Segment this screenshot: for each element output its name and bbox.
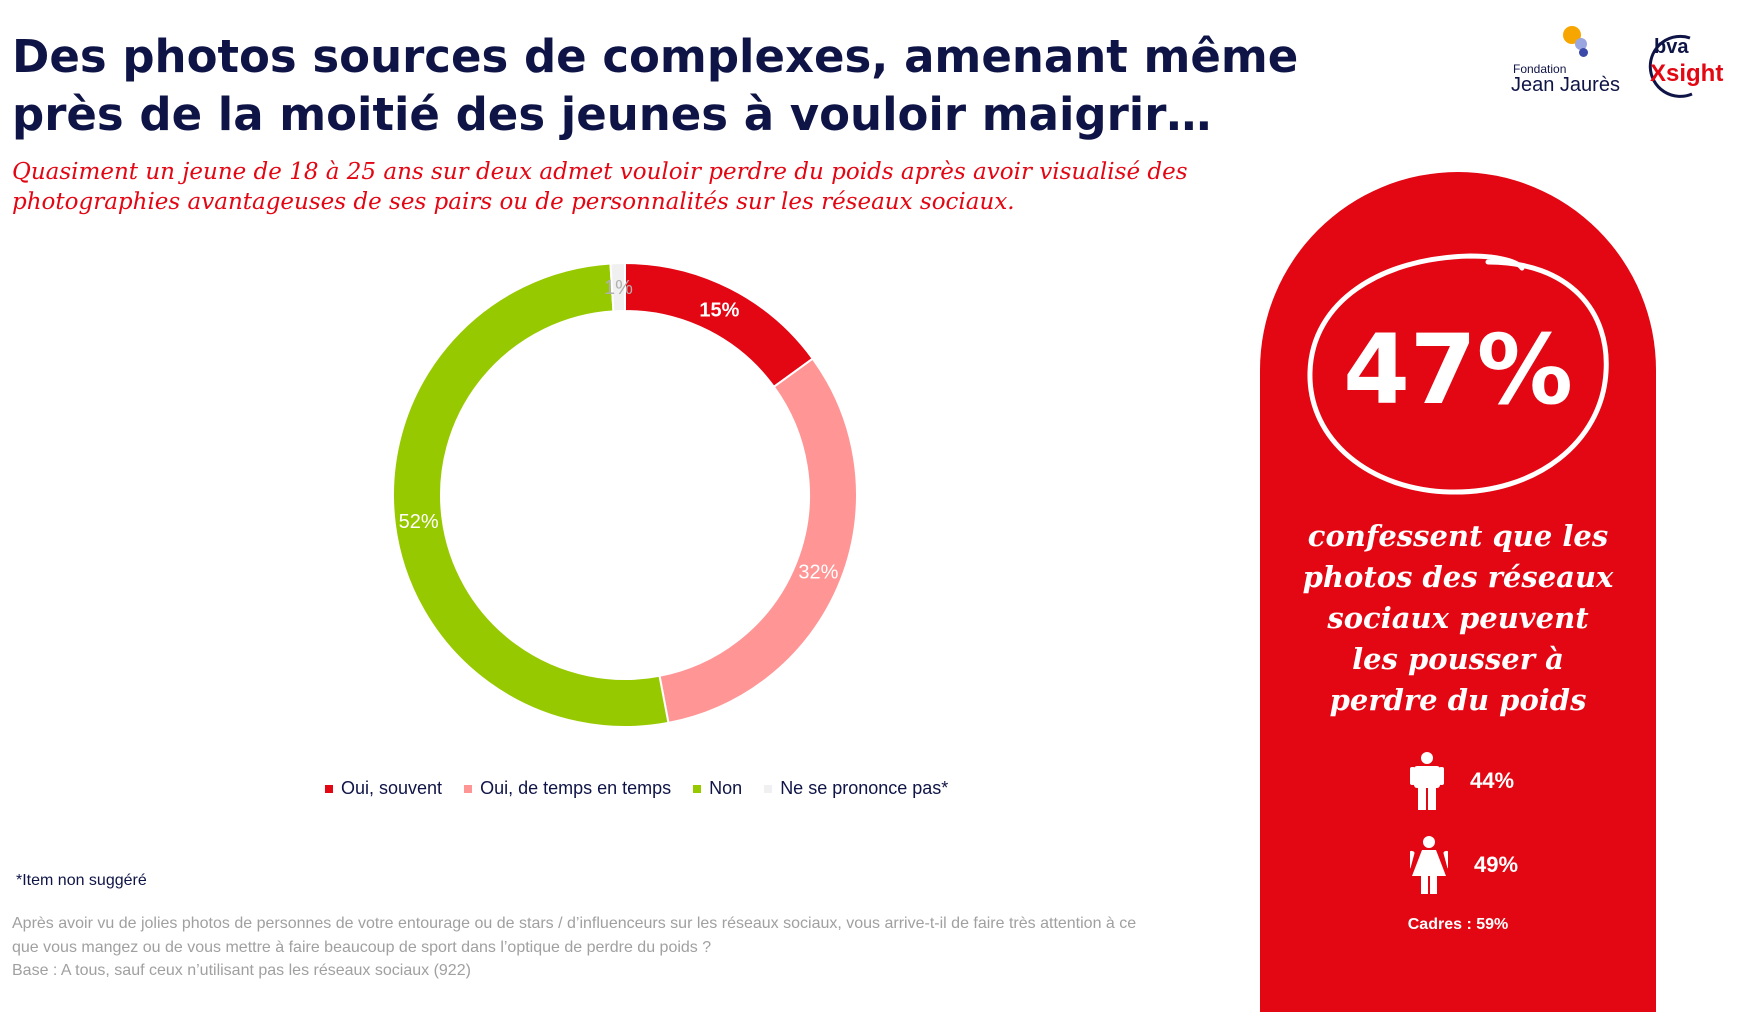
slice-nsp <box>609 261 626 313</box>
legend-swatch-oui-souvent <box>325 784 333 793</box>
highlight-panel: 47% confessent que les photos des réseau… <box>1260 172 1656 1012</box>
donut-chart: 15% 32% 52% 1% <box>392 261 858 728</box>
logo-fondation-text: Fondation <box>1513 62 1567 76</box>
logo-bva-text: bva <box>1654 36 1689 58</box>
cadres-stat: Cadres : 59% <box>1407 916 1509 933</box>
page-subtitle: Quasiment un jeune de 18 à 25 ans sur de… <box>12 159 1188 215</box>
legend-swatch-oui-temps <box>464 784 473 793</box>
men-value: 44% <box>1470 768 1515 793</box>
legend-swatch-non <box>693 784 702 793</box>
woman-icon <box>1410 836 1448 894</box>
slice-oui-temps <box>658 357 858 725</box>
legend-label: Ne se prononce pas* <box>780 778 949 798</box>
highlight-text: confessent que les photos des réseaux so… <box>1302 519 1614 717</box>
fondation-jean-jaures-logo: Fondation Jean Jaurès <box>1505 24 1625 100</box>
man-icon <box>1410 752 1444 810</box>
legend-item-nsp: Ne se prononce pas* <box>764 778 948 799</box>
footnote-item-non-suggere: *Item non suggéré <box>16 872 147 889</box>
survey-base: Base : A tous, sauf ceux n’utilisant pas… <box>12 962 471 979</box>
slice-nsp-label: 1% <box>604 277 633 299</box>
highlight-percentage: 47% <box>1343 314 1573 426</box>
hand-drawn-circle <box>1307 253 1609 495</box>
logo-xsight-text: Xsight <box>1650 60 1724 87</box>
legend-label: Oui, souvent <box>341 778 443 798</box>
legend-label: Non <box>709 778 743 798</box>
legend-item-oui-souvent: Oui, souvent <box>325 778 442 799</box>
slice-non-label: 52% <box>399 511 439 533</box>
slice-non <box>392 262 670 728</box>
legend-swatch-nsp <box>764 784 773 793</box>
survey-question: Après avoir vu de jolies photos de perso… <box>12 915 1137 956</box>
slice-oui-souvent-label: 15% <box>699 300 739 322</box>
legend-label: Oui, de temps en temps <box>480 778 672 798</box>
men-stat: 44% <box>1410 752 1514 810</box>
slice-oui-temps-label: 32% <box>798 562 838 584</box>
page-title: Des photos sources de complexes, amenant… <box>12 30 1299 141</box>
legend-item-non: Non <box>693 778 742 799</box>
chart-legend: Oui, souvent Oui, de temps en temps Non … <box>325 778 948 799</box>
women-stat: 49% <box>1410 836 1518 894</box>
logo-jean-jaures-text: Jean Jaurès <box>1511 74 1620 96</box>
legend-item-oui-temps: Oui, de temps en temps <box>464 778 671 799</box>
bva-xsight-logo: bva Xsight <box>1632 30 1736 102</box>
women-value: 49% <box>1474 852 1519 877</box>
slice-oui-souvent <box>624 261 815 389</box>
